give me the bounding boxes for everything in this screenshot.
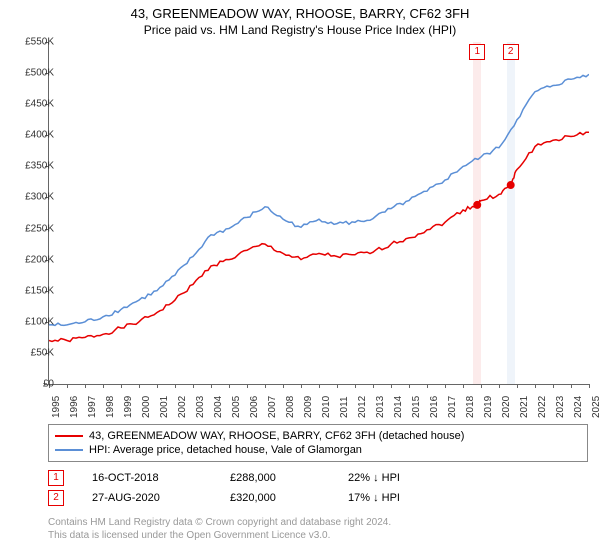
- x-axis-label: 2024: [573, 396, 584, 418]
- footer-line2: This data is licensed under the Open Gov…: [48, 529, 391, 542]
- sale-date: 16-OCT-2018: [92, 472, 202, 484]
- x-axis-label: 2010: [321, 396, 332, 418]
- y-axis-label: £300K: [25, 192, 54, 203]
- sale-marker-box: 1: [469, 44, 485, 60]
- legend-label: HPI: Average price, detached house, Vale…: [89, 444, 362, 456]
- y-axis-label: £200K: [25, 254, 54, 265]
- x-axis-label: 2018: [465, 396, 476, 418]
- y-axis-label: £500K: [25, 68, 54, 79]
- y-axis-label: £100K: [25, 316, 54, 327]
- legend-box: 43, GREENMEADOW WAY, RHOOSE, BARRY, CF62…: [48, 424, 588, 462]
- series-line: [49, 74, 589, 325]
- chart-title: 43, GREENMEADOW WAY, RHOOSE, BARRY, CF62…: [0, 0, 600, 21]
- legend-swatch: [55, 435, 83, 437]
- y-axis-label: £150K: [25, 285, 54, 296]
- plot-area: [48, 42, 589, 385]
- x-axis-label: 2017: [447, 396, 458, 418]
- x-axis-label: 2003: [195, 396, 206, 418]
- y-axis-label: £350K: [25, 161, 54, 172]
- chart-container: 43, GREENMEADOW WAY, RHOOSE, BARRY, CF62…: [0, 0, 600, 560]
- plot-svg: [49, 42, 589, 384]
- sale-marker-box: 2: [503, 44, 519, 60]
- sale-marker-dot: [507, 181, 515, 189]
- x-axis-label: 1996: [69, 396, 80, 418]
- x-axis-label: 2015: [411, 396, 422, 418]
- footer-text: Contains HM Land Registry data © Crown c…: [48, 516, 391, 542]
- y-axis-label: £0: [43, 379, 54, 390]
- x-axis-label: 2000: [141, 396, 152, 418]
- x-axis-label: 2001: [159, 396, 170, 418]
- sale-price: £288,000: [230, 472, 320, 484]
- sale-number-box: 1: [48, 470, 64, 486]
- series-line: [49, 132, 589, 341]
- sale-diff: 17% ↓ HPI: [348, 492, 400, 504]
- x-axis-label: 2021: [519, 396, 530, 418]
- legend-swatch: [55, 449, 83, 451]
- x-axis-label: 2008: [285, 396, 296, 418]
- sale-number-box: 2: [48, 490, 64, 506]
- x-axis-label: 1995: [51, 396, 62, 418]
- y-axis-label: £550K: [25, 37, 54, 48]
- x-axis-label: 2013: [375, 396, 386, 418]
- x-axis-label: 2005: [231, 396, 242, 418]
- y-axis-label: £450K: [25, 99, 54, 110]
- sale-marker-dot: [473, 201, 481, 209]
- y-axis-label: £250K: [25, 223, 54, 234]
- sale-row: 2 27-AUG-2020 £320,000 17% ↓ HPI: [48, 488, 400, 508]
- x-axis-label: 2007: [267, 396, 278, 418]
- x-axis-label: 2023: [555, 396, 566, 418]
- x-axis-label: 2025: [591, 396, 600, 418]
- x-axis-label: 2019: [483, 396, 494, 418]
- y-axis-label: £50K: [31, 347, 54, 358]
- sale-price: £320,000: [230, 492, 320, 504]
- x-axis-label: 2016: [429, 396, 440, 418]
- sale-diff: 22% ↓ HPI: [348, 472, 400, 484]
- x-axis-label: 2006: [249, 396, 260, 418]
- legend-label: 43, GREENMEADOW WAY, RHOOSE, BARRY, CF62…: [89, 430, 464, 442]
- legend-row: 43, GREENMEADOW WAY, RHOOSE, BARRY, CF62…: [55, 429, 581, 443]
- footer-line1: Contains HM Land Registry data © Crown c…: [48, 516, 391, 529]
- sale-date: 27-AUG-2020: [92, 492, 202, 504]
- x-axis-label: 2009: [303, 396, 314, 418]
- chart-subtitle: Price paid vs. HM Land Registry's House …: [0, 21, 600, 37]
- legend-row: HPI: Average price, detached house, Vale…: [55, 443, 581, 457]
- x-axis-label: 1997: [87, 396, 98, 418]
- x-axis-label: 2004: [213, 396, 224, 418]
- y-axis-label: £400K: [25, 130, 54, 141]
- x-axis-label: 2011: [339, 396, 350, 418]
- x-axis-label: 1999: [123, 396, 134, 418]
- x-axis-label: 1998: [105, 396, 116, 418]
- sales-table: 1 16-OCT-2018 £288,000 22% ↓ HPI 2 27-AUG-202…: [48, 468, 400, 508]
- sale-row: 1 16-OCT-2018 £288,000 22% ↓ HPI: [48, 468, 400, 488]
- x-axis-label: 2002: [177, 396, 188, 418]
- x-axis-label: 2014: [393, 396, 404, 418]
- x-axis-label: 2022: [537, 396, 548, 418]
- x-axis-label: 2012: [357, 396, 368, 418]
- x-axis-label: 2020: [501, 396, 512, 418]
